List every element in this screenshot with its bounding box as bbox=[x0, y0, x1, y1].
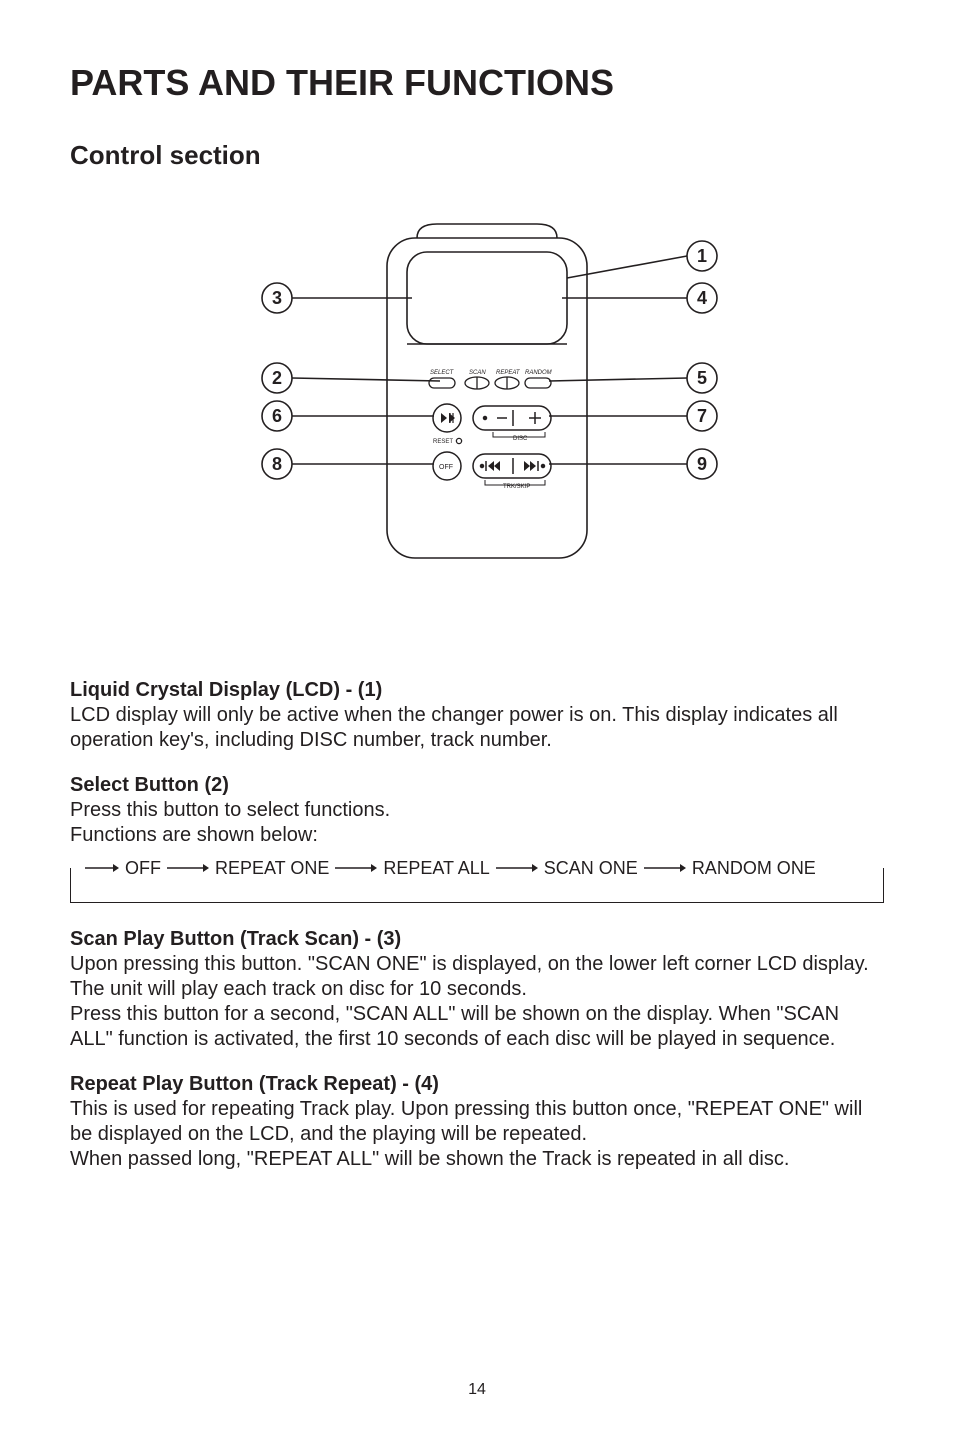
scan-section: Scan Play Button (Track Scan) - (3) Upon… bbox=[70, 927, 884, 1052]
scan-head: Scan Play Button (Track Scan) - (3) bbox=[70, 927, 884, 952]
repeat-section: Repeat Play Button (Track Repeat) - (4) … bbox=[70, 1072, 884, 1172]
callout-1: 1 bbox=[697, 246, 707, 266]
label-disc: DISC bbox=[513, 436, 528, 442]
label-random: RANDOM bbox=[525, 370, 552, 376]
label-trkskip: TRK/SKIP bbox=[503, 484, 530, 490]
label-reset: RESET bbox=[433, 439, 453, 445]
callout-7: 7 bbox=[697, 406, 707, 426]
label-off: OFF bbox=[439, 464, 453, 471]
callout-2: 2 bbox=[272, 368, 282, 388]
flow-off: OFF bbox=[125, 857, 161, 880]
callout-5: 5 bbox=[697, 368, 707, 388]
arrow-icon bbox=[496, 862, 538, 874]
lcd-head: Liquid Crystal Display (LCD) - (1) bbox=[70, 678, 884, 703]
arrow-icon bbox=[644, 862, 686, 874]
callout-8: 8 bbox=[272, 454, 282, 474]
repeat-head: Repeat Play Button (Track Repeat) - (4) bbox=[70, 1072, 884, 1097]
page-title: PARTS AND THEIR FUNCTIONS bbox=[70, 60, 884, 105]
lcd-section: Liquid Crystal Display (LCD) - (1) LCD d… bbox=[70, 678, 884, 753]
callout-6: 6 bbox=[272, 406, 282, 426]
control-diagram: SELECT SCAN REPEAT RANDOM DISC RESET bbox=[70, 218, 884, 588]
arrow-icon bbox=[85, 862, 119, 874]
repeat-body: This is used for repeating Track play. U… bbox=[70, 1097, 884, 1172]
function-flow-box: OFF REPEAT ONE REPEAT ALL SCAN ONE RANDO… bbox=[70, 868, 884, 904]
select-line2: Functions are shown below: bbox=[70, 823, 884, 848]
flow-repeat-all: REPEAT ALL bbox=[383, 857, 489, 880]
select-line1: Press this button to select functions. bbox=[70, 798, 884, 823]
label-select: SELECT bbox=[430, 370, 455, 376]
select-section: Select Button (2) Press this button to s… bbox=[70, 773, 884, 848]
remote-svg: SELECT SCAN REPEAT RANDOM DISC RESET bbox=[197, 218, 757, 588]
flow-random-one: RANDOM ONE bbox=[692, 857, 816, 880]
lcd-body: LCD display will only be active when the… bbox=[70, 703, 884, 753]
select-head: Select Button (2) bbox=[70, 773, 884, 798]
label-scan: SCAN bbox=[469, 370, 486, 376]
label-repeat: REPEAT bbox=[496, 370, 521, 376]
callout-9: 9 bbox=[697, 454, 707, 474]
section-subtitle: Control section bbox=[70, 139, 884, 172]
page-number: 14 bbox=[0, 1380, 954, 1400]
callout-4: 4 bbox=[697, 288, 707, 308]
flow-repeat-one: REPEAT ONE bbox=[215, 857, 329, 880]
callout-3: 3 bbox=[272, 288, 282, 308]
flow-scan-one: SCAN ONE bbox=[544, 857, 638, 880]
scan-body: Upon pressing this button. "SCAN ONE" is… bbox=[70, 952, 884, 1052]
arrow-icon bbox=[335, 862, 377, 874]
arrow-icon bbox=[167, 862, 209, 874]
